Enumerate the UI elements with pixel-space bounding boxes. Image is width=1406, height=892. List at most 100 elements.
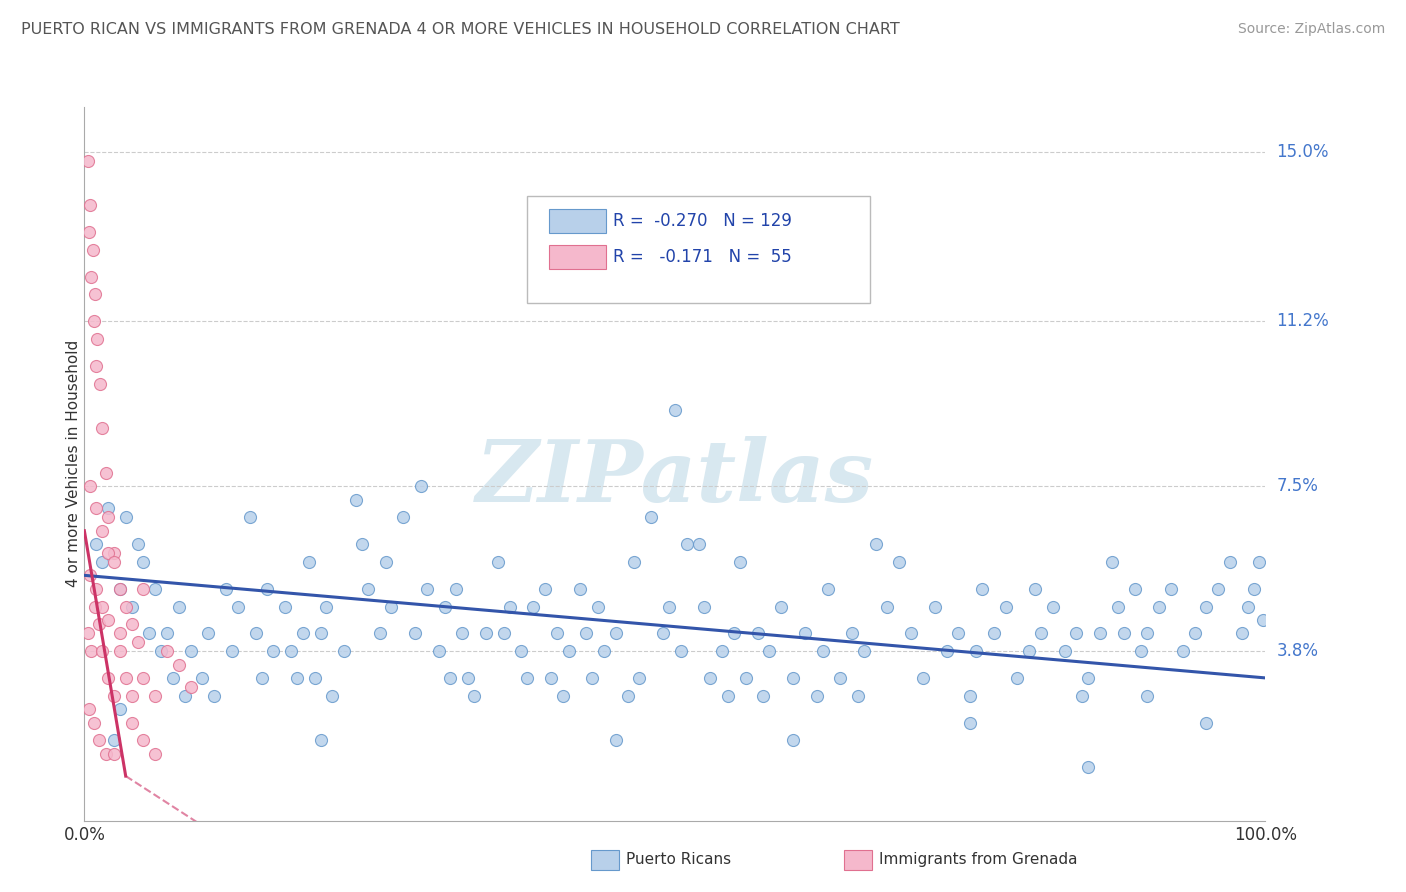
Point — [900, 626, 922, 640]
Point — [846, 689, 869, 703]
Point — [575, 626, 598, 640]
Point — [439, 671, 461, 685]
Point — [221, 644, 243, 658]
Point — [127, 635, 149, 649]
Point — [1230, 626, 1253, 640]
Point — [1088, 626, 1111, 640]
Point — [852, 644, 875, 658]
Point — [77, 626, 100, 640]
Point — [605, 626, 627, 640]
Point — [215, 582, 238, 596]
Point — [304, 671, 326, 685]
Point — [291, 626, 314, 640]
Point — [315, 599, 337, 614]
Point — [688, 537, 710, 551]
Point — [91, 599, 114, 614]
Point — [121, 599, 143, 614]
Point — [782, 733, 804, 747]
Point — [350, 537, 373, 551]
Point — [84, 287, 107, 301]
FancyBboxPatch shape — [548, 244, 606, 269]
Point — [723, 626, 745, 640]
Point — [965, 644, 987, 658]
Point — [1112, 626, 1135, 640]
Point — [652, 626, 675, 640]
Point — [392, 510, 415, 524]
Point — [262, 644, 284, 658]
Point — [446, 582, 468, 596]
Point — [114, 599, 136, 614]
Point — [1251, 613, 1274, 627]
Point — [1184, 626, 1206, 640]
Point — [103, 747, 125, 761]
Point — [94, 747, 117, 761]
Point — [498, 599, 520, 614]
Point — [156, 626, 179, 640]
Point — [245, 626, 267, 640]
Point — [103, 689, 125, 703]
Point — [546, 626, 568, 640]
Point — [132, 671, 155, 685]
Point — [924, 599, 946, 614]
Point — [806, 689, 828, 703]
Point — [103, 555, 125, 569]
Point — [463, 689, 485, 703]
Point — [1195, 599, 1218, 614]
Point — [510, 644, 533, 658]
Point — [1171, 644, 1194, 658]
Point — [1160, 582, 1182, 596]
Point — [935, 644, 957, 658]
Point — [540, 671, 562, 685]
Point — [911, 671, 934, 685]
Point — [87, 617, 110, 632]
Point — [1147, 599, 1170, 614]
Point — [1066, 626, 1088, 640]
Point — [91, 555, 114, 569]
Point — [734, 671, 756, 685]
Point — [114, 510, 136, 524]
Point — [91, 421, 114, 435]
Point — [865, 537, 887, 551]
Point — [1077, 760, 1099, 774]
Point — [416, 582, 439, 596]
Text: 3.8%: 3.8% — [1277, 642, 1319, 660]
Point — [83, 715, 105, 730]
Point — [516, 671, 538, 685]
Point — [250, 671, 273, 685]
Text: ZIPatlas: ZIPatlas — [475, 436, 875, 520]
Point — [717, 689, 740, 703]
Point — [534, 582, 557, 596]
Point — [1130, 644, 1153, 658]
Point — [593, 644, 616, 658]
Point — [1101, 555, 1123, 569]
Point — [427, 644, 450, 658]
Point — [143, 582, 166, 596]
Point — [994, 599, 1017, 614]
Point — [108, 582, 131, 596]
Point — [103, 733, 125, 747]
Point — [77, 153, 100, 168]
Point — [1029, 626, 1052, 640]
Point — [557, 644, 579, 658]
Point — [959, 715, 981, 730]
Point — [492, 626, 515, 640]
Point — [143, 747, 166, 761]
Point — [1206, 582, 1229, 596]
Point — [1042, 599, 1064, 614]
Point — [876, 599, 898, 614]
Point — [605, 733, 627, 747]
Point — [811, 644, 834, 658]
Text: Puerto Ricans: Puerto Ricans — [626, 853, 731, 867]
Point — [581, 671, 603, 685]
Point — [202, 689, 225, 703]
Point — [758, 644, 780, 658]
Text: R =  -0.270   N = 129: R = -0.270 N = 129 — [613, 212, 793, 230]
Point — [830, 671, 852, 685]
Point — [623, 555, 645, 569]
Point — [91, 524, 114, 538]
Point — [97, 671, 120, 685]
Point — [959, 689, 981, 703]
Point — [569, 582, 592, 596]
Point — [1071, 689, 1094, 703]
Point — [132, 555, 155, 569]
